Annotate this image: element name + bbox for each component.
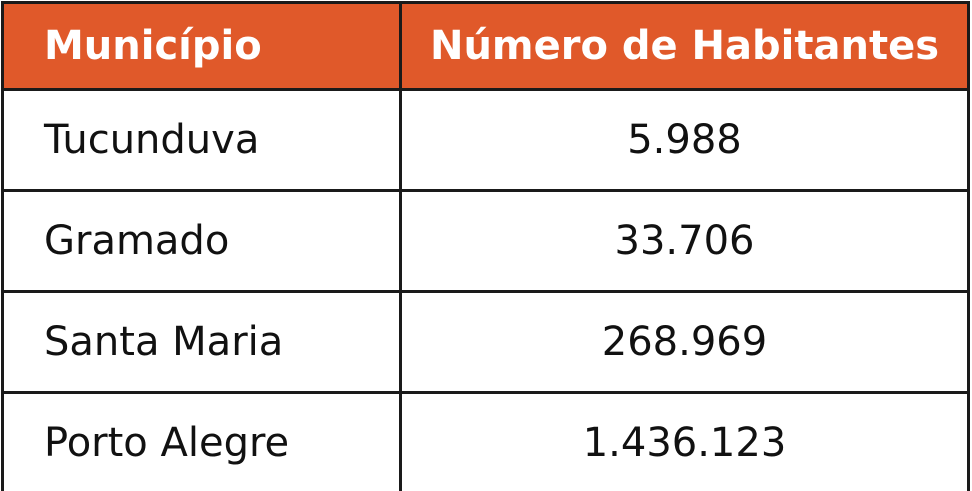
table-row: Gramado 33.706: [1, 189, 970, 293]
population-cell: 5.988: [399, 88, 970, 192]
header-cell: Número de Habitantes: [399, 1, 970, 91]
municipality-cell: Santa Maria: [1, 290, 402, 394]
population-cell: 1.436.123: [399, 391, 970, 491]
table-row: Tucunduva 5.988: [1, 88, 970, 192]
header-cell: Município: [1, 1, 402, 91]
table-row: Porto Alegre 1.436.123: [1, 391, 970, 491]
municipality-cell: Tucunduva: [1, 88, 402, 192]
municipality-cell: Gramado: [1, 189, 402, 293]
header-row: Município Número de Habitantes: [1, 1, 970, 91]
municipality-cell: Porto Alegre: [1, 391, 402, 491]
table-body: Tucunduva 5.988 Gramado 33.706 Santa Maria 26…: [1, 88, 970, 491]
population-cell: 268.969: [399, 290, 970, 394]
table-row: Santa Maria 268.969: [1, 290, 970, 394]
table-header: Município Número de Habitantes: [1, 1, 970, 91]
population-cell: 33.706: [399, 189, 970, 293]
